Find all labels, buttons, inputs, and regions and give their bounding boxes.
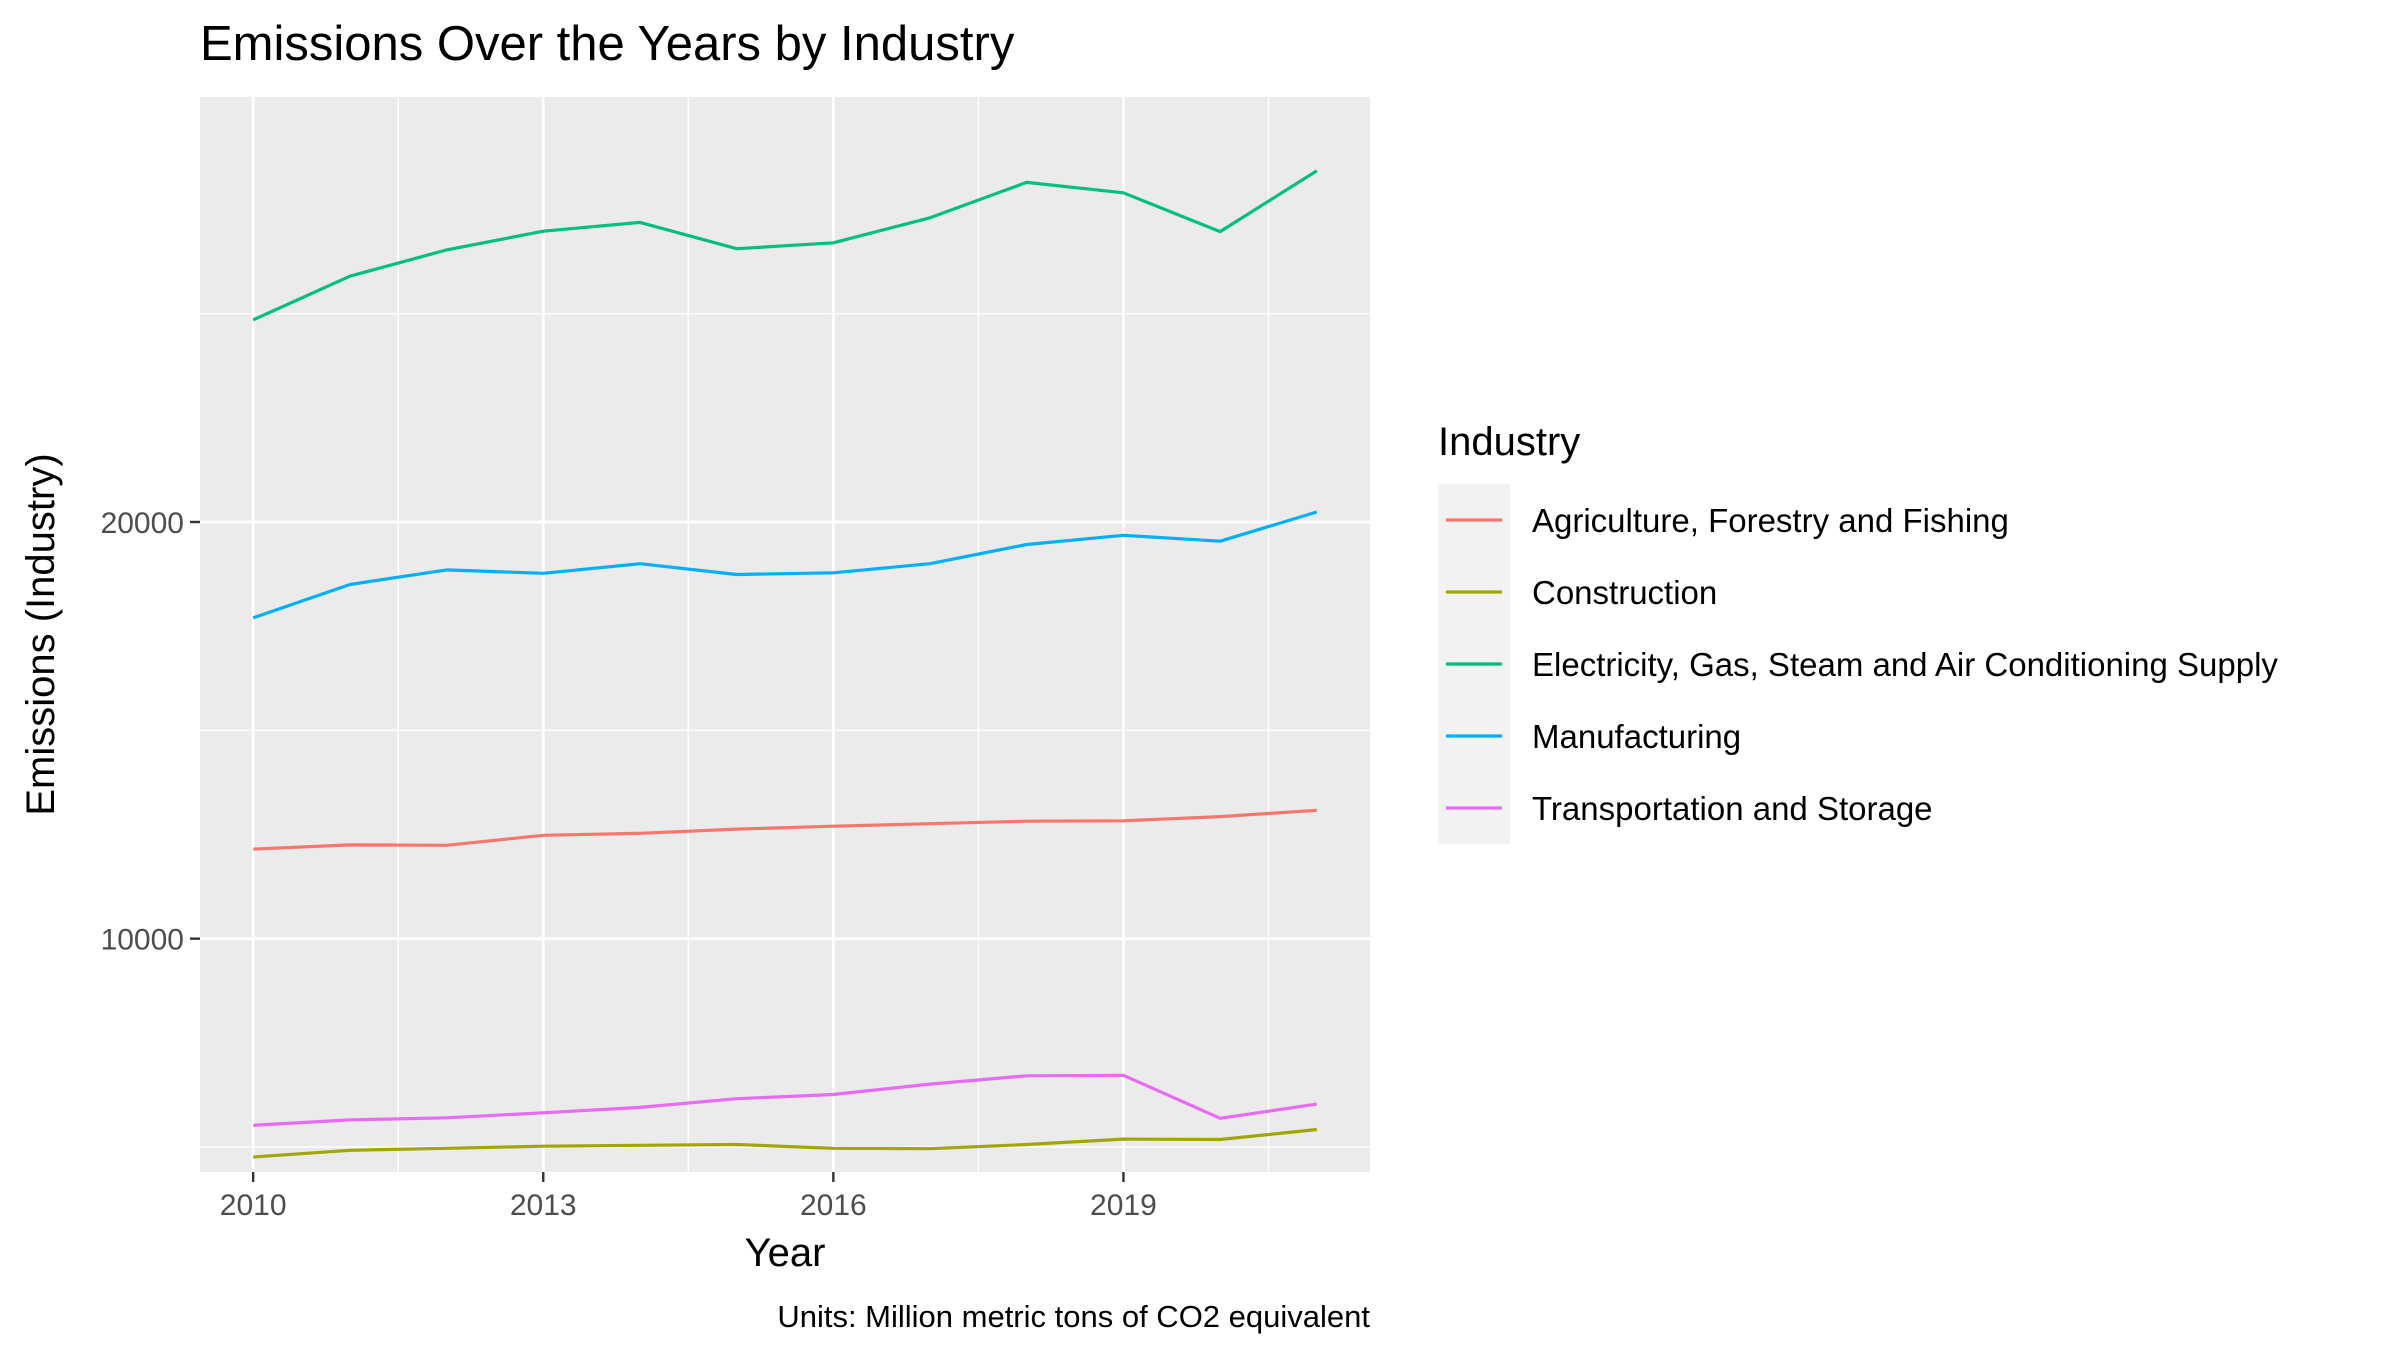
x-tick-label: 2013 bbox=[510, 1189, 577, 1222]
axes: 10000 20000 2010 2013 2016 2019 bbox=[101, 507, 1157, 1222]
series-line-4 bbox=[253, 1073, 1318, 1127]
x-tick-label: 2010 bbox=[220, 1189, 287, 1222]
legend-label-2: Electricity, Gas, Steam and Air Conditio… bbox=[1532, 646, 2278, 683]
y-tick-label: 10000 bbox=[101, 924, 184, 957]
plot-panel bbox=[200, 97, 1370, 1172]
series-line-0 bbox=[253, 808, 1317, 851]
legend-label-0: Agriculture, Forestry and Fishing bbox=[1532, 502, 2009, 539]
legend-label-4: Transportation and Storage bbox=[1532, 790, 1933, 827]
grid-lines bbox=[200, 97, 1370, 1172]
y-axis-title: Emissions (Industry) bbox=[19, 453, 63, 815]
y-tick-label: 20000 bbox=[101, 507, 184, 540]
x-axis-title: Year bbox=[745, 1231, 826, 1275]
legend-label-3: Manufacturing bbox=[1532, 718, 1741, 755]
series-line-1 bbox=[253, 1127, 1317, 1159]
x-tick-label: 2016 bbox=[800, 1189, 867, 1222]
chart-caption: Units: Million metric tons of CO2 equiva… bbox=[777, 1299, 1370, 1334]
legend-label-1: Construction bbox=[1532, 574, 1717, 611]
legend: Industry Agriculture, Forestry and Fishi… bbox=[1438, 420, 2278, 844]
series-line-2 bbox=[252, 169, 1318, 322]
chart-title: Emissions Over the Years by Industry bbox=[200, 17, 1015, 71]
series-lines bbox=[252, 169, 1318, 1159]
series-line-3 bbox=[252, 510, 1318, 620]
legend-title: Industry bbox=[1438, 420, 1580, 464]
x-tick-label: 2019 bbox=[1090, 1189, 1157, 1222]
